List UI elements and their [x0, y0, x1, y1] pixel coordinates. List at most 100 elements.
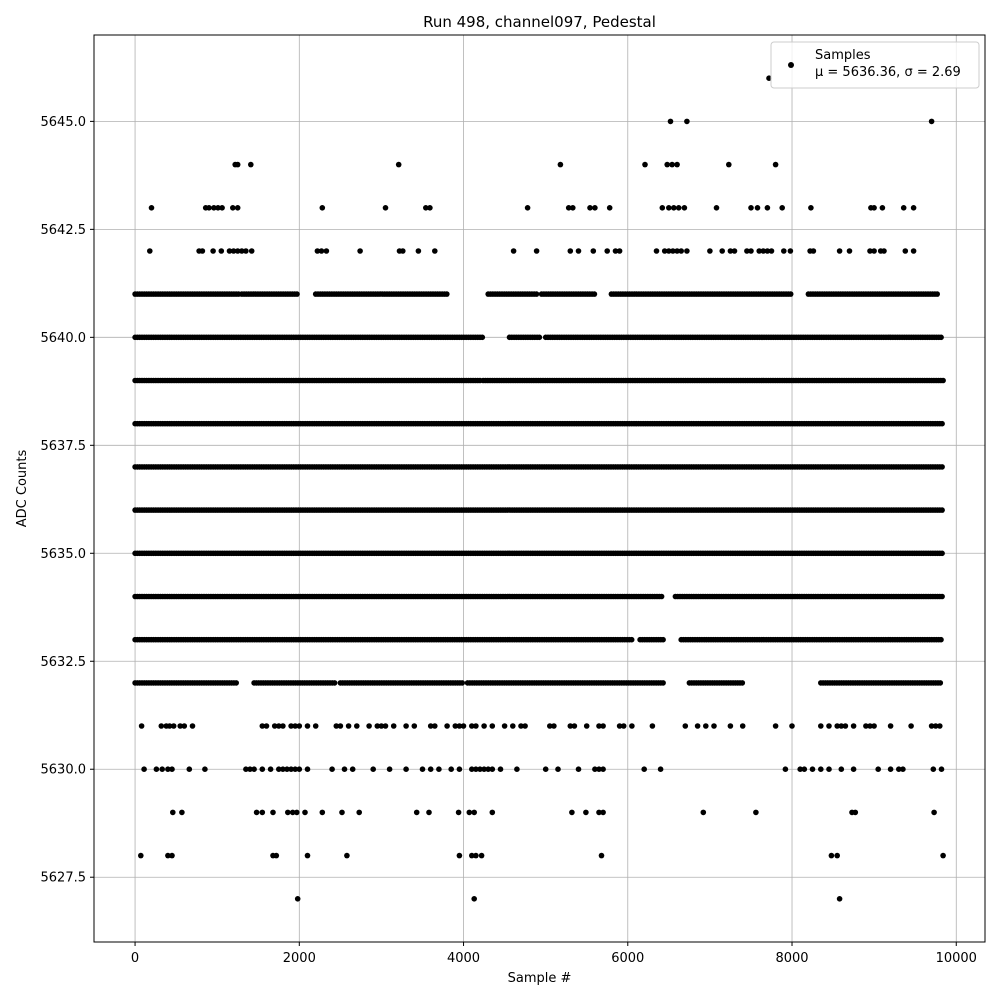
data-point — [138, 852, 144, 859]
data-point — [881, 248, 887, 254]
data-point — [285, 809, 291, 816]
data-point — [842, 723, 849, 729]
data-point — [547, 723, 553, 729]
legend-marker — [788, 62, 794, 68]
data-point — [455, 809, 462, 816]
data-point — [657, 766, 664, 772]
data-point — [179, 809, 185, 816]
data-point — [337, 723, 344, 729]
data-point — [427, 205, 433, 211]
axis-ticks: 0 2000 4000 6000 8000 10000 5627.5 5630.0 5632.5… — [41, 115, 977, 966]
data-point — [787, 248, 794, 254]
data-point — [251, 766, 257, 772]
data-point — [781, 248, 787, 254]
data-point — [669, 161, 675, 168]
data-point — [339, 809, 345, 816]
data-point — [760, 248, 767, 254]
data-point — [489, 766, 496, 772]
data-point — [239, 248, 245, 254]
data-point — [739, 723, 746, 729]
y-tick-label: 5632.5 — [41, 655, 87, 670]
data-point — [871, 205, 877, 211]
data-point — [177, 723, 183, 729]
data-point — [649, 723, 656, 729]
data-point — [148, 205, 155, 211]
data-point — [836, 248, 843, 254]
data-point — [485, 766, 492, 772]
data-point — [684, 248, 690, 254]
data-point — [344, 852, 350, 859]
data-point — [596, 809, 602, 816]
y-tick-label: 5645.0 — [41, 115, 87, 130]
data-point — [331, 680, 338, 686]
data-point — [510, 248, 517, 254]
data-point — [533, 291, 540, 297]
data-point — [826, 723, 832, 729]
data-point — [616, 723, 623, 729]
data-point — [600, 809, 606, 816]
x-tick-label: 2000 — [283, 951, 316, 966]
data-point — [571, 723, 578, 729]
data-point — [937, 723, 943, 729]
data-point — [345, 723, 352, 729]
data-point — [253, 809, 260, 816]
data-point — [259, 766, 266, 772]
data-point — [259, 809, 266, 816]
data-point — [570, 205, 576, 211]
data-point — [727, 723, 734, 729]
data-point — [567, 723, 574, 729]
data-point — [456, 723, 463, 729]
data-point — [932, 723, 939, 729]
data-point — [403, 766, 409, 772]
data-point — [787, 291, 794, 297]
data-point — [423, 205, 429, 211]
data-point — [642, 161, 648, 168]
data-point — [460, 723, 467, 729]
data-point — [875, 766, 881, 772]
data-point — [378, 723, 385, 729]
data-point — [289, 809, 296, 816]
data-point — [170, 809, 176, 816]
data-point — [674, 248, 680, 254]
data-point — [931, 809, 937, 816]
data-point — [427, 723, 434, 729]
data-point — [318, 248, 325, 254]
data-point — [616, 248, 623, 254]
data-point — [592, 766, 598, 772]
data-point — [606, 205, 613, 211]
y-tick-label: 5637.5 — [41, 439, 87, 454]
data-point — [426, 809, 432, 816]
data-point — [838, 766, 845, 772]
data-point — [314, 248, 321, 254]
data-point — [230, 205, 236, 211]
data-point — [939, 550, 945, 557]
data-point — [267, 766, 274, 772]
data-point — [834, 852, 840, 859]
data-point — [357, 248, 363, 254]
data-point — [592, 205, 598, 211]
data-point — [349, 766, 356, 772]
data-point — [871, 248, 877, 254]
data-points — [132, 75, 946, 902]
data-point — [481, 766, 487, 772]
data-point — [596, 723, 602, 729]
data-point — [294, 291, 300, 297]
data-point — [871, 723, 877, 729]
data-point — [896, 766, 902, 772]
data-point — [273, 852, 280, 859]
data-point — [456, 852, 463, 859]
data-point — [810, 248, 817, 254]
data-point — [341, 766, 348, 772]
data-point — [165, 766, 171, 772]
data-point — [186, 766, 193, 772]
data-point — [700, 809, 707, 816]
data-point — [138, 723, 145, 729]
data-point — [533, 248, 540, 254]
legend-box — [770, 41, 980, 89]
y-tick-label: 5630.0 — [41, 763, 87, 778]
data-point — [940, 852, 946, 859]
data-point — [444, 291, 450, 297]
data-point — [294, 809, 300, 816]
data-point — [590, 248, 597, 254]
data-point — [826, 766, 832, 772]
